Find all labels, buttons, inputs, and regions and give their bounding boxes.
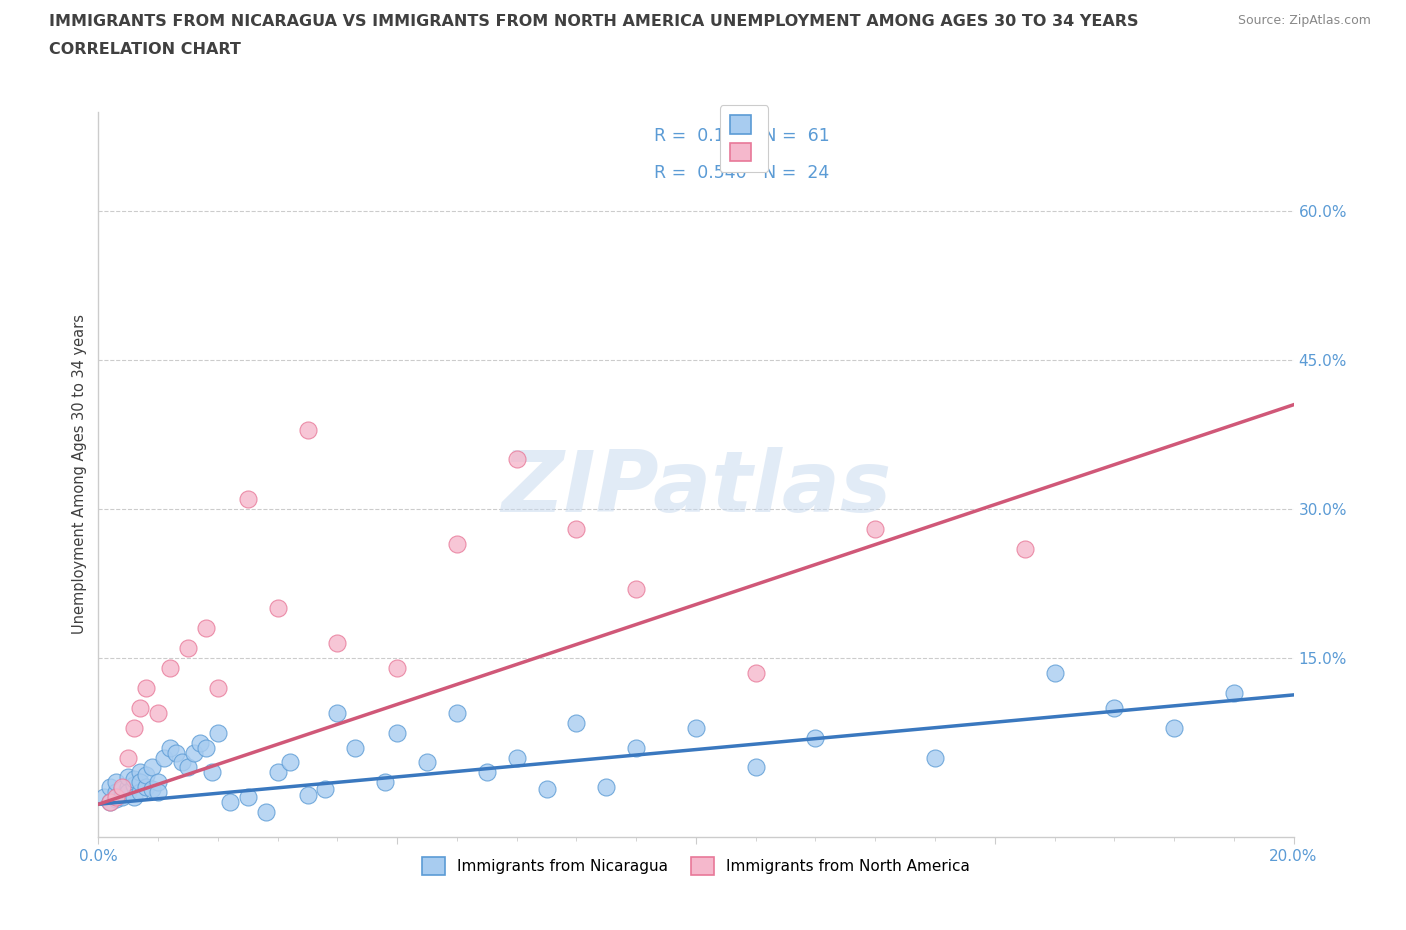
Point [105,775,128,790]
Point [129,775,152,790]
Point [98,780,122,795]
Point [105,785,128,800]
Point [267,765,290,780]
Point [254,804,277,819]
Point [195,621,218,636]
Point [506,751,529,765]
Point [536,782,558,797]
Point [1223,685,1246,700]
Point [129,765,152,780]
Point [475,765,498,780]
Point [117,770,139,785]
Point [111,782,134,797]
Point [326,705,349,720]
Point [111,790,134,804]
Point [1043,666,1066,681]
Point [344,740,367,755]
Point [124,777,146,792]
Point [626,740,648,755]
Point [207,725,229,740]
Point [105,790,128,804]
Point [1014,541,1036,556]
Point [236,790,259,804]
Point [1104,700,1126,715]
Legend: Immigrants from Nicaragua, Immigrants from North America: Immigrants from Nicaragua, Immigrants fr… [413,848,979,884]
Point [111,780,134,795]
Point [446,537,468,551]
Point [124,790,146,804]
Point [326,636,349,651]
Point [159,660,181,675]
Point [93,790,115,804]
Point [297,422,319,437]
Point [141,760,163,775]
Text: R =  0.192   N =  61: R = 0.192 N = 61 [654,126,830,144]
Point [385,660,409,675]
Point [135,768,157,783]
Point [745,666,768,681]
Text: R =  0.540   N =  24: R = 0.540 N = 24 [654,165,830,182]
Y-axis label: Unemployment Among Ages 30 to 34 years: Unemployment Among Ages 30 to 34 years [72,314,87,634]
Point [745,760,768,775]
Point [685,720,707,735]
Point [865,522,887,537]
Point [124,772,146,787]
Text: CORRELATION CHART: CORRELATION CHART [49,42,240,57]
Point [105,791,128,806]
Point [98,795,122,810]
Point [111,788,134,803]
Point [177,760,200,775]
Text: ZIPatlas: ZIPatlas [501,447,891,530]
Point [278,755,301,770]
Point [416,755,439,770]
Point [506,452,529,467]
Point [565,522,588,537]
Point [267,601,290,616]
Point [1163,720,1185,735]
Point [236,492,259,507]
Point [135,681,157,696]
Point [374,775,396,790]
Point [148,775,170,790]
Point [385,725,409,740]
Point [124,720,146,735]
Point [159,740,181,755]
Point [219,795,242,810]
Point [195,740,218,755]
Point [188,735,211,750]
Point [804,730,827,745]
Point [165,745,187,760]
Point [172,755,194,770]
Text: IMMIGRANTS FROM NICARAGUA VS IMMIGRANTS FROM NORTH AMERICA UNEMPLOYMENT AMONG AG: IMMIGRANTS FROM NICARAGUA VS IMMIGRANTS … [49,14,1139,29]
Point [117,751,139,765]
Point [117,785,139,800]
Point [201,765,224,780]
Point [153,751,176,765]
Point [141,782,163,797]
Point [129,785,152,800]
Point [924,751,946,765]
Point [315,782,337,797]
Point [207,681,229,696]
Point [129,700,152,715]
Point [446,705,468,720]
Point [148,785,170,800]
Point [297,788,319,803]
Point [117,780,139,795]
Point [148,705,170,720]
Point [98,795,122,810]
Point [135,780,157,795]
Point [595,780,617,795]
Point [626,581,648,596]
Point [183,745,205,760]
Text: Source: ZipAtlas.com: Source: ZipAtlas.com [1237,14,1371,27]
Point [565,715,588,730]
Point [177,641,200,656]
